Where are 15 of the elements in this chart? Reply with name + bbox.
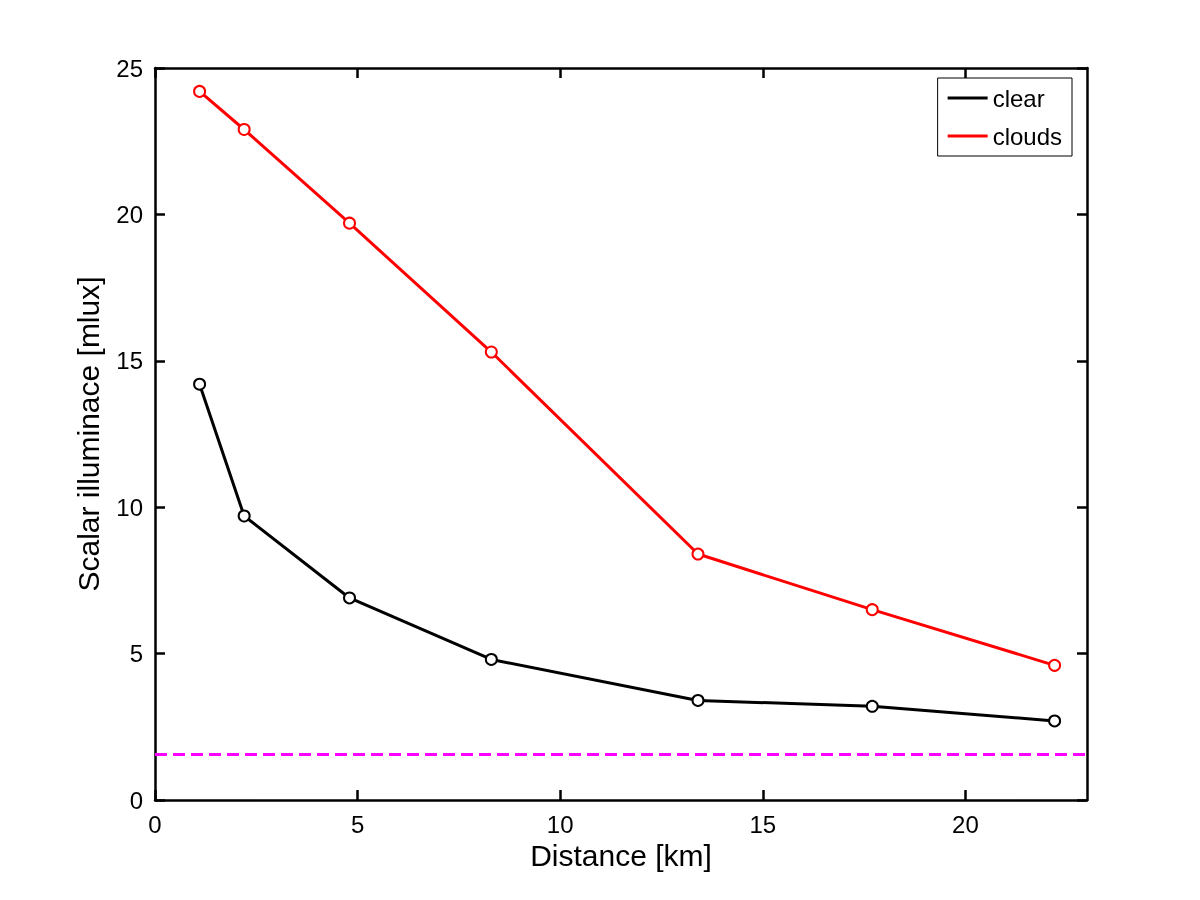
x-tick-label: 0: [148, 810, 162, 838]
x-axis-title: Distance [km]: [530, 839, 712, 873]
y-tick-label: 20: [116, 200, 143, 228]
y-tick-label: 0: [129, 786, 143, 814]
y-tick-label: 5: [129, 640, 143, 668]
y-axis-title: Scalar illuminace [mlux]: [71, 276, 105, 592]
y-tick-label: 10: [116, 493, 143, 521]
legend-label: clouds: [992, 122, 1062, 150]
legend-label: clear: [992, 84, 1045, 112]
x-tick-label: 10: [546, 810, 574, 838]
x-tick-label: 20: [952, 810, 979, 838]
y-tick-label: 25: [116, 54, 143, 82]
x-tick-label: 15: [749, 810, 777, 838]
y-tick-label: 15: [116, 347, 143, 375]
x-tick-label: 5: [350, 810, 365, 838]
